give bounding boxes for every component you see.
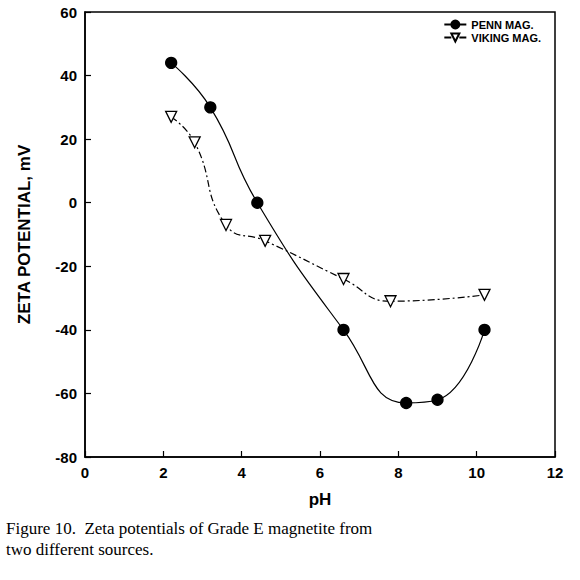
svg-text:ZETA POTENTIAL, mV: ZETA POTENTIAL, mV bbox=[15, 144, 34, 324]
svg-text:-80: -80 bbox=[55, 449, 77, 466]
svg-text:60: 60 bbox=[60, 4, 77, 21]
svg-text:Figure 10. Zeta potentials of: Figure 10. Zeta potentials of Grade E ma… bbox=[6, 519, 372, 538]
svg-text:4: 4 bbox=[237, 464, 246, 481]
svg-text:0: 0 bbox=[69, 194, 77, 211]
svg-text:8: 8 bbox=[394, 464, 402, 481]
svg-text:20: 20 bbox=[60, 131, 77, 148]
svg-text:pH: pH bbox=[309, 490, 332, 509]
svg-text:12: 12 bbox=[547, 464, 564, 481]
svg-text:-20: -20 bbox=[55, 258, 77, 275]
svg-text:2: 2 bbox=[159, 464, 167, 481]
svg-text:VIKING MAG.: VIKING MAG. bbox=[471, 32, 541, 44]
svg-text:two different sources.: two different sources. bbox=[6, 540, 153, 559]
svg-text:40: 40 bbox=[60, 67, 77, 84]
svg-text:10: 10 bbox=[468, 464, 485, 481]
svg-text:PENN MAG.: PENN MAG. bbox=[471, 19, 533, 31]
svg-text:-40: -40 bbox=[55, 321, 77, 338]
svg-text:0: 0 bbox=[81, 464, 89, 481]
svg-text:6: 6 bbox=[316, 464, 324, 481]
svg-text:-60: -60 bbox=[55, 385, 77, 402]
